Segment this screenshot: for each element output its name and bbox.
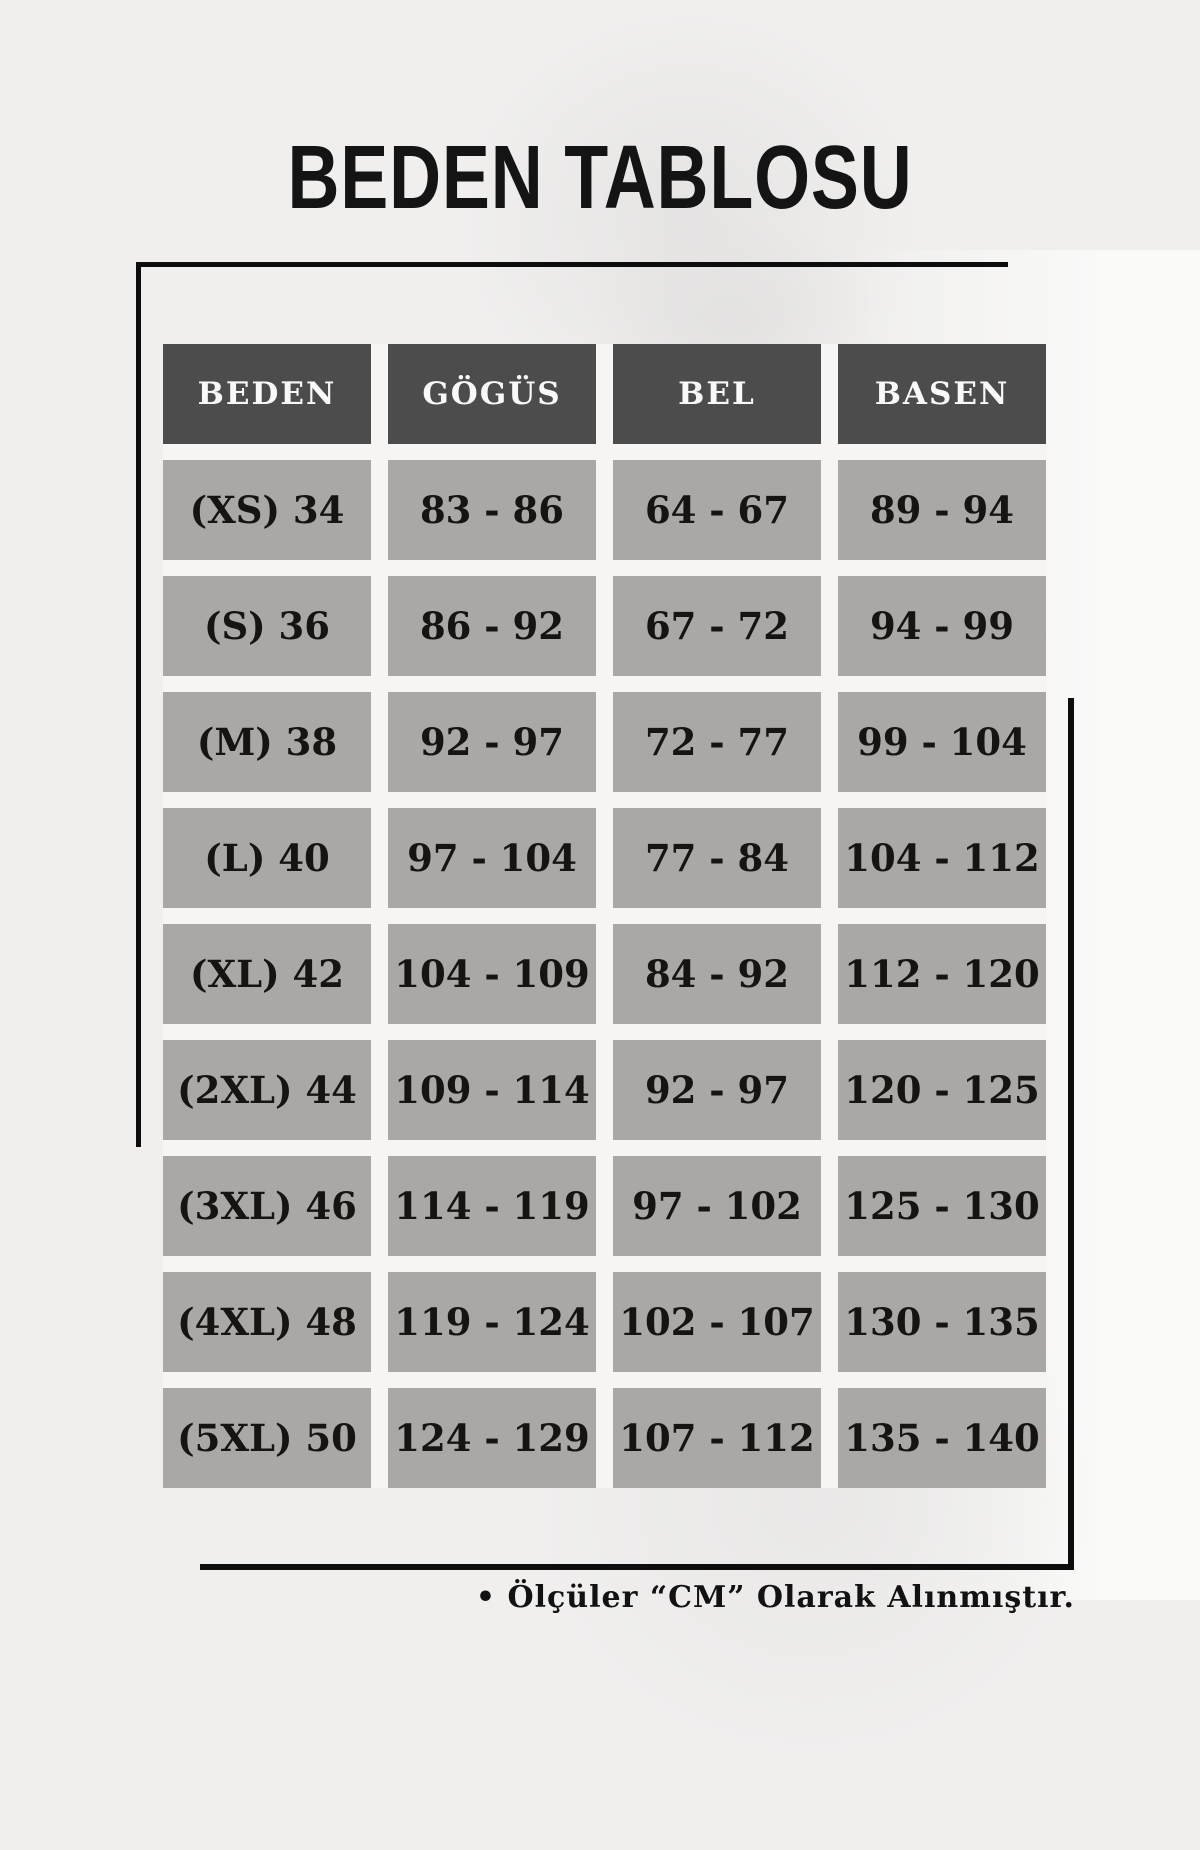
size-chart-cell: 97 - 104 — [388, 808, 596, 908]
frame-line-top — [136, 262, 1008, 267]
size-chart-cell: 83 - 86 — [388, 460, 596, 560]
size-chart-cell: 94 - 99 — [838, 576, 1046, 676]
size-chart-cell: 92 - 97 — [388, 692, 596, 792]
measurement-unit-note: • Ölçüler “CM” Olarak Alınmıştır. — [475, 1580, 1075, 1615]
size-chart-cell: (XS) 34 — [163, 460, 371, 560]
size-chart-cell: 119 - 124 — [388, 1272, 596, 1372]
size-chart-cell: 77 - 84 — [613, 808, 821, 908]
frame-line-bottom — [200, 1564, 1074, 1570]
size-chart-cell: 107 - 112 — [613, 1388, 821, 1488]
size-chart-cell: 104 - 112 — [838, 808, 1046, 908]
size-chart-cell: (M) 38 — [163, 692, 371, 792]
size-chart-cell: 130 - 135 — [838, 1272, 1046, 1372]
size-chart-cell: (2XL) 44 — [163, 1040, 371, 1140]
size-chart-cell: 72 - 77 — [613, 692, 821, 792]
size-chart-cell: 99 - 104 — [838, 692, 1046, 792]
size-chart-cell: 89 - 94 — [838, 460, 1046, 560]
size-chart-cell: 102 - 107 — [613, 1272, 821, 1372]
column-header-gogus: GÖGÜS — [388, 344, 596, 444]
size-chart-cell: 86 - 92 — [388, 576, 596, 676]
frame-line-right — [1068, 698, 1074, 1570]
column-header-bel: BEL — [613, 344, 821, 444]
size-chart-cell: 120 - 125 — [838, 1040, 1046, 1140]
page-title: BEDEN TABLOSU — [287, 128, 913, 228]
size-chart-cell: 125 - 130 — [838, 1156, 1046, 1256]
size-chart-cell: 135 - 140 — [838, 1388, 1046, 1488]
size-chart-cell: 114 - 119 — [388, 1156, 596, 1256]
size-chart-cell: 67 - 72 — [613, 576, 821, 676]
size-chart-cell: 104 - 109 — [388, 924, 596, 1024]
size-chart-cell: 84 - 92 — [613, 924, 821, 1024]
size-chart-cell: (L) 40 — [163, 808, 371, 908]
size-chart-table: BEDEN GÖGÜS BEL BASEN (XS) 34 83 - 86 64… — [163, 344, 1046, 1488]
size-chart-cell: 124 - 129 — [388, 1388, 596, 1488]
size-chart-cell: (XL) 42 — [163, 924, 371, 1024]
size-chart-cell: (S) 36 — [163, 576, 371, 676]
column-header-beden: BEDEN — [163, 344, 371, 444]
size-chart-cell: 92 - 97 — [613, 1040, 821, 1140]
size-chart-cell: (5XL) 50 — [163, 1388, 371, 1488]
size-chart-cell: 64 - 67 — [613, 460, 821, 560]
size-chart-cell: 112 - 120 — [838, 924, 1046, 1024]
frame-line-left — [136, 262, 141, 1147]
size-chart-cell: (3XL) 46 — [163, 1156, 371, 1256]
size-chart-cell: 109 - 114 — [388, 1040, 596, 1140]
size-chart-cell: (4XL) 48 — [163, 1272, 371, 1372]
column-header-basen: BASEN — [838, 344, 1046, 444]
size-chart-cell: 97 - 102 — [613, 1156, 821, 1256]
